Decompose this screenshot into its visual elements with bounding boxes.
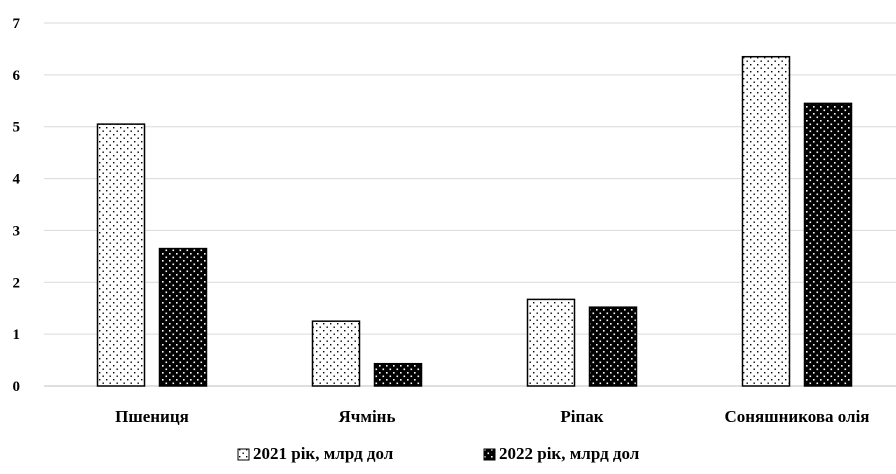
legend-label: 2022 рік, млрд дол xyxy=(499,444,640,463)
x-axis-categories: Пшениця Ячмінь Ріпак Соняшникова олія xyxy=(115,407,869,426)
y-tick-label: 3 xyxy=(13,223,21,239)
y-tick-label: 4 xyxy=(13,172,21,188)
legend-label: 2021 рік, млрд дол xyxy=(253,444,394,463)
y-tick-label: 2 xyxy=(13,275,21,291)
bar-2021-1 xyxy=(311,320,361,387)
legend-swatch-1 xyxy=(483,448,496,461)
y-tick-label: 0 xyxy=(13,379,21,395)
x-category-label: Пшениця xyxy=(115,407,189,426)
bar-2022-3 xyxy=(803,102,853,387)
x-category-label: Соняшникова олія xyxy=(724,407,869,426)
x-category-label: Ячмінь xyxy=(339,407,396,426)
bar-2021-0 xyxy=(96,123,146,387)
bar-2022-0 xyxy=(158,247,208,387)
legend-swatch-0 xyxy=(237,448,250,461)
bar-2021-3 xyxy=(741,55,791,387)
y-tick-label: 6 xyxy=(13,68,21,84)
y-tick-label: 5 xyxy=(13,120,21,136)
x-category-label: Ріпак xyxy=(560,407,603,426)
y-tick-label: 7 xyxy=(13,16,21,32)
bars xyxy=(96,55,853,387)
bar-2022-2 xyxy=(588,306,638,387)
y-axis-ticks: 0 1 2 3 4 5 6 7 xyxy=(13,16,21,395)
y-tick-label: 1 xyxy=(13,327,21,343)
bar-2022-1 xyxy=(373,362,423,387)
legend: 2021 рік, млрд дол 2022 рік, млрд дол xyxy=(237,444,640,463)
bar-2021-2 xyxy=(526,298,576,387)
